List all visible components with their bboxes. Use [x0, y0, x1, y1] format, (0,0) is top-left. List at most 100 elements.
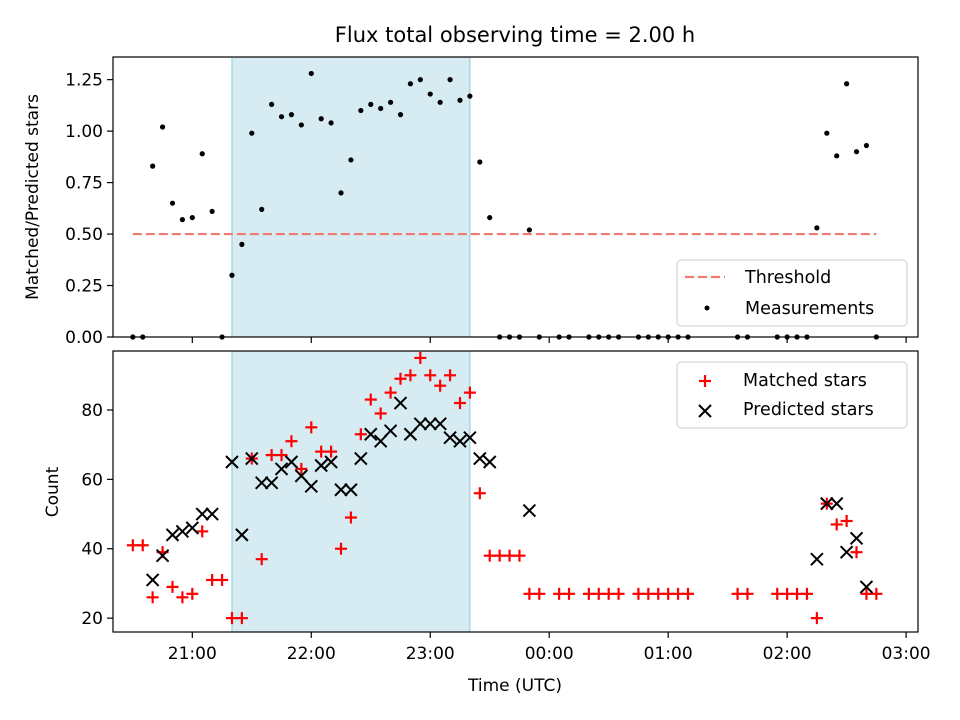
predicted-stars-point: [463, 431, 477, 445]
matched-stars-point: [285, 435, 298, 448]
measurements-point: [447, 77, 453, 83]
measurements-point: [387, 99, 394, 105]
matched-stars-point: [325, 445, 338, 458]
matched-stars-point: [533, 587, 546, 600]
measurements-point: [199, 151, 205, 157]
predicted-stars-point-b: [373, 434, 388, 448]
measurements-point: [358, 107, 364, 114]
measurements-point: [417, 77, 423, 83]
predicted-stars-point: [820, 496, 834, 511]
measurements-point: [308, 70, 314, 77]
predicted-stars-point-b: [473, 451, 487, 466]
predicted-stars-point: [324, 455, 338, 469]
predicted-stars-point: [165, 528, 180, 542]
predicted-stars-point: [364, 427, 378, 441]
threshold-legend-label: Threshold: [744, 268, 831, 288]
measurements-point: [288, 112, 295, 118]
predicted-stars-point: [859, 580, 874, 594]
predicted-stars-point: [839, 545, 854, 559]
predicted-stars-point-b: [284, 455, 299, 469]
matched-stars-point: [444, 369, 457, 382]
predicted-stars-point-b: [324, 455, 338, 469]
matched-stars-point: [166, 580, 179, 593]
predicted-stars-point-b: [294, 469, 309, 483]
matched-stars-point: [404, 369, 417, 382]
predicted-legend-label: Predicted stars: [743, 400, 874, 420]
predicted-stars-point: [522, 503, 537, 518]
measurements-point: [338, 190, 344, 196]
matched-stars-point: [374, 407, 387, 420]
predicted-stars-point: [205, 507, 219, 521]
predicted-stars-point-b: [175, 524, 190, 539]
measurements-point: [348, 157, 354, 163]
predicted-stars-point: [413, 417, 428, 431]
predicted-stars-point-b: [245, 451, 259, 466]
predicted-stars-point-b: [225, 455, 239, 469]
measurements-point: [814, 225, 820, 231]
matched-stars-point: [800, 587, 813, 600]
top-y-tick-label: 0.00: [65, 328, 103, 348]
measurements-legend-label: Measurements: [745, 299, 874, 319]
matched-stars-point: [463, 386, 476, 399]
matched-stars-point: [275, 449, 288, 462]
predicted-stars-point-b: [165, 528, 180, 542]
matched-legend-label: Matched stars: [743, 371, 867, 391]
top-y-tick-label: 1.25: [65, 71, 103, 91]
matched-stars-point: [344, 511, 357, 524]
predicted-stars-point-b: [820, 496, 834, 511]
matched-stars-point: [216, 573, 229, 586]
measurements-point: [397, 112, 404, 118]
measurements-legend-swatch: [704, 305, 710, 311]
predicted-stars-point-b: [264, 476, 279, 490]
x-tick-label: 03:00: [882, 644, 931, 664]
predicted-stars-point-b: [413, 417, 428, 431]
x-tick-label: 02:00: [763, 644, 812, 664]
bottom-y-tick-label: 60: [81, 470, 103, 490]
predicted-stars-point: [810, 552, 824, 566]
predicted-stars-point-b: [274, 462, 289, 476]
predicted-stars-point: [195, 507, 209, 521]
predicted-stars-point-b: [829, 496, 844, 511]
bottom-observing-window: [231, 350, 471, 633]
bottom-y-tick-label: 80: [81, 401, 103, 421]
chart-title: Flux total observing time = 2.00 h: [335, 23, 695, 47]
matched-stars-point: [563, 587, 576, 600]
predicted-stars-point: [403, 427, 418, 441]
predicted-stars-point-b: [304, 479, 318, 494]
top-y-tick-label: 0.50: [65, 225, 103, 245]
predicted-stars-point-b: [859, 580, 874, 594]
measurements-point: [249, 130, 255, 136]
predicted-stars-point-b: [155, 548, 170, 563]
predicted-stars-point-b: [254, 476, 269, 490]
x-tick-label: 23:00: [406, 644, 455, 664]
matched-stars-point: [830, 518, 843, 531]
predicted-stars-point-b: [522, 503, 537, 518]
predicted-stars-point-b: [483, 455, 497, 469]
matched-stars-point: [305, 421, 318, 434]
matched-stars-point: [335, 542, 348, 555]
measurements-point: [407, 81, 414, 87]
measurements-point: [189, 214, 195, 221]
matched-stars-point: [235, 612, 248, 625]
matched-stars-point: [186, 587, 199, 600]
measurements-point: [179, 217, 185, 223]
matched-stars-point: [146, 591, 159, 604]
predicted-stars-point: [304, 479, 318, 494]
measurements-point: [863, 142, 870, 149]
predicted-stars-point-b: [185, 521, 200, 535]
predicted-stars-point-b: [443, 431, 457, 445]
measurements-point: [853, 149, 860, 155]
measurements-point: [229, 272, 235, 278]
predicted-stars-point-b: [145, 573, 160, 587]
measurements-point: [824, 130, 830, 136]
predicted-stars-point-b: [463, 431, 477, 445]
predicted-stars-point: [433, 417, 447, 431]
predicted-stars-point: [373, 434, 388, 448]
measurements-point: [328, 120, 334, 126]
predicted-stars-point: [264, 476, 279, 490]
predicted-stars-point-b: [453, 434, 467, 448]
matched-stars-point: [136, 539, 149, 552]
predicted-stars-point: [175, 524, 190, 539]
